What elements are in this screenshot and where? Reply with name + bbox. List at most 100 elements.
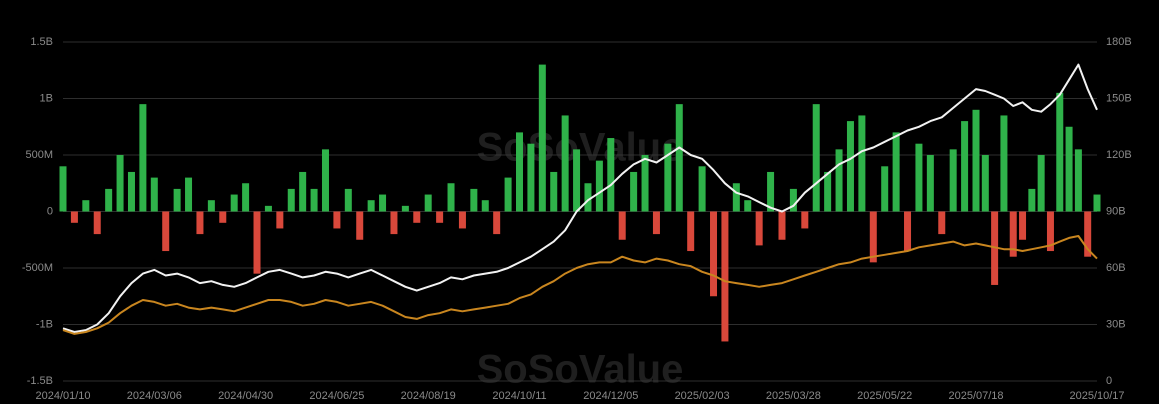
bar	[607, 138, 615, 212]
bar	[721, 211, 729, 342]
x-tick-label: 2025/03/28	[766, 390, 821, 402]
bar	[264, 205, 272, 212]
x-tick-label: 2025/02/03	[675, 390, 730, 402]
bar	[219, 211, 227, 223]
bar	[207, 200, 215, 212]
bar	[938, 211, 946, 235]
bar	[527, 143, 535, 212]
y-tick-label: -1.5B	[27, 375, 53, 387]
bar	[972, 109, 980, 212]
x-tick-label: 2025/07/18	[948, 390, 1003, 402]
bar	[538, 64, 546, 212]
bar	[127, 171, 135, 212]
y-tick-label: 500M	[25, 149, 53, 161]
x-tick-label: 2025/05/22	[857, 390, 912, 402]
y-tick-label: -500M	[22, 262, 53, 274]
bar	[242, 183, 250, 212]
x-tick-label: 2024/08/19	[401, 390, 456, 402]
bar	[1009, 211, 1017, 257]
bar	[436, 211, 444, 223]
bar	[173, 188, 181, 212]
bar	[70, 211, 78, 223]
bar	[664, 143, 672, 212]
bar	[1056, 92, 1064, 212]
bar	[139, 104, 147, 212]
bar	[675, 104, 683, 212]
bar	[367, 200, 375, 212]
bar	[652, 211, 660, 235]
bar	[230, 194, 238, 212]
bar	[744, 200, 752, 212]
bar	[981, 155, 989, 212]
bar	[835, 149, 843, 212]
bar	[641, 155, 649, 212]
bar	[333, 211, 341, 229]
bar	[584, 183, 592, 212]
bar	[150, 177, 158, 212]
bar	[1065, 126, 1073, 212]
bar	[812, 104, 820, 212]
y-tick-label: 1.5B	[30, 36, 53, 48]
bar	[573, 149, 581, 212]
bar	[858, 115, 866, 212]
bar	[287, 188, 295, 212]
y2-tick-label: 60B	[1106, 262, 1126, 274]
bar	[516, 132, 523, 212]
x-tick-label: 2024/12/05	[583, 390, 638, 402]
bar	[105, 188, 113, 212]
x-tick-label: 2024/03/06	[127, 390, 182, 402]
bar	[310, 188, 318, 212]
bar	[493, 211, 501, 235]
bar	[185, 177, 193, 212]
bar	[869, 211, 877, 263]
bar	[1074, 149, 1082, 212]
bar	[344, 188, 352, 212]
bar	[162, 211, 170, 252]
bar	[1093, 194, 1101, 212]
line	[62, 235, 1098, 335]
bar	[59, 166, 67, 212]
y2-tick-label: 0	[1106, 375, 1112, 387]
bar	[401, 205, 409, 212]
bar	[276, 211, 284, 229]
bar	[458, 211, 466, 229]
bar	[846, 121, 854, 212]
y-tick-label: -1B	[36, 318, 53, 330]
bar	[390, 211, 398, 235]
bar	[561, 115, 569, 212]
bar	[379, 194, 387, 212]
bar	[618, 211, 626, 240]
bar	[961, 121, 969, 212]
y2-tick-label: 90B	[1106, 205, 1126, 217]
bar	[1000, 115, 1008, 212]
bar	[321, 149, 329, 212]
y-tick-label: 1B	[40, 92, 53, 104]
bar	[949, 149, 957, 212]
bar	[1046, 211, 1054, 252]
bar	[424, 194, 432, 212]
bar	[196, 211, 204, 235]
bar	[755, 211, 763, 246]
bar	[550, 171, 558, 212]
bar	[926, 155, 934, 212]
bar	[630, 171, 638, 212]
bar	[824, 171, 832, 212]
bar	[481, 200, 489, 212]
bar	[710, 211, 718, 297]
line	[62, 63, 1098, 333]
bar	[698, 166, 706, 212]
bar	[1019, 211, 1027, 240]
bar	[1084, 211, 1092, 257]
bar	[253, 211, 261, 274]
bar	[82, 200, 90, 212]
y2-tick-label: 150B	[1106, 92, 1132, 104]
bar	[789, 188, 797, 212]
x-tick-label: 2024/01/10	[35, 390, 90, 402]
bar	[687, 211, 695, 252]
bar	[413, 211, 421, 223]
bar	[93, 211, 101, 235]
bar	[732, 183, 740, 212]
bar	[801, 211, 809, 229]
